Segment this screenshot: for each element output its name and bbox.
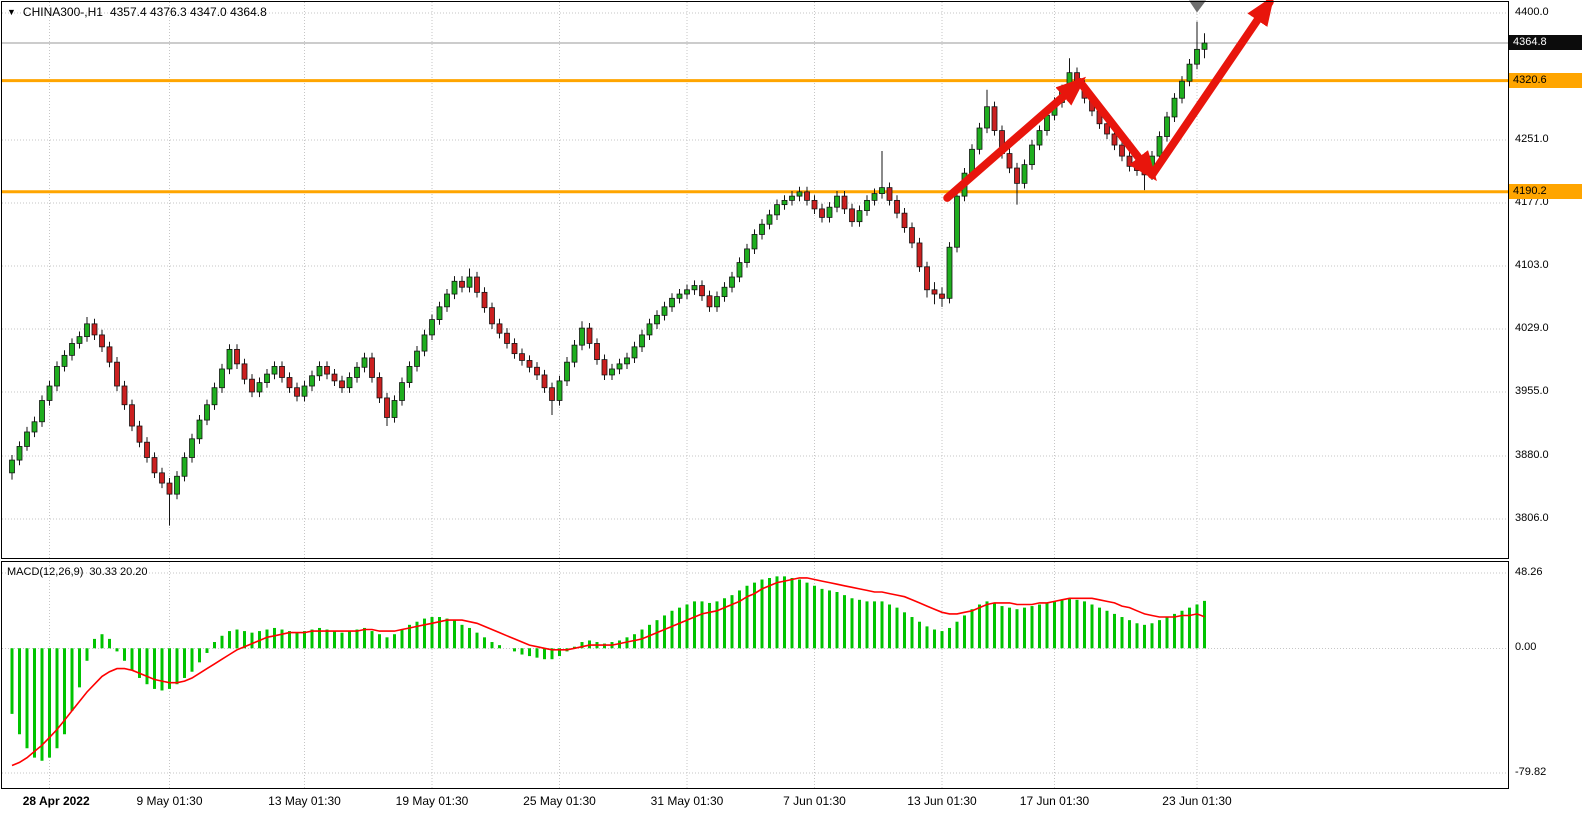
time-axis[interactable]: 28 Apr 2022 9 May 01:30 13 May 01:30 19 May… [0,790,1585,822]
price-tick-label: 3955.0 [1515,384,1549,397]
time-axis-label: 13 May 01:30 [268,794,341,808]
price-tick-label: 4400.0 [1515,6,1549,19]
macd-tick-label: 48.26 [1515,565,1543,578]
chart-header: ▼ CHINA300-,H1 4357.4 4376.3 4347.0 4364… [7,5,267,19]
time-axis-label: 13 Jun 01:30 [907,794,977,808]
price-badge: 4320.6 [1509,72,1582,88]
price-tick-label: 4251.0 [1515,132,1549,145]
price-axis[interactable]: 4400.0 4251.0 4177.0 4103.0 4029.0 3955.0 3880… [1509,0,1585,790]
time-axis-label: 28 Apr 2022 [22,794,90,808]
macd-header: MACD(12,26,9) 30.33 20.20 [7,566,148,578]
macd-values: 30.33 20.20 [89,566,148,578]
time-axis-label: 17 Jun 01:30 [1019,794,1090,808]
price-tick-label: 4177.0 [1515,195,1549,208]
time-axis-label: 9 May 01:30 [136,794,203,808]
macd-tick-label: -79.82 [1515,766,1547,779]
price-tick-label: 4103.0 [1515,258,1549,271]
price-tick-label: 4029.0 [1515,321,1549,334]
price-badge: 4364.8 [1509,35,1582,51]
symbol-dropdown-icon[interactable]: ▼ [7,7,16,17]
price-tick-label: 3880.0 [1515,448,1549,461]
macd-label: MACD(12,26,9) [7,566,84,578]
time-axis-label: 23 Jun 01:30 [1162,794,1232,808]
time-axis-label: 25 May 01:30 [523,794,596,808]
chart-title: CHINA300-,H1 [22,5,103,19]
chart-ohlc: 4357.4 4376.3 4347.0 4364.8 [109,5,267,19]
price-tick-label: 3806.0 [1515,511,1549,524]
macd-tick-label: 0.00 [1515,641,1537,654]
time-axis-label: 7 Jun 01:30 [783,794,846,808]
price-badge: 4190.2 [1509,183,1582,199]
time-axis-label: 31 May 01:30 [650,794,724,808]
time-axis-label: 19 May 01:30 [395,794,469,808]
